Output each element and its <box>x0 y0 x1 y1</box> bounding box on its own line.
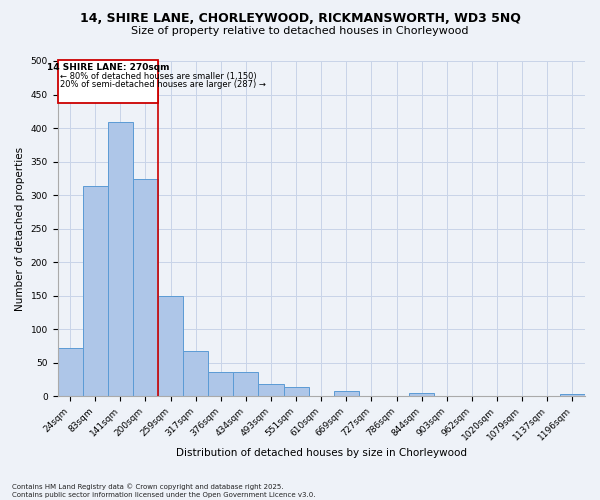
Bar <box>409 394 434 396</box>
Bar <box>133 179 158 396</box>
Bar <box>233 372 259 396</box>
Bar <box>183 350 208 396</box>
FancyBboxPatch shape <box>58 60 158 102</box>
Bar <box>58 348 83 396</box>
Bar <box>158 296 183 396</box>
Bar <box>108 122 133 396</box>
Text: 14 SHIRE LANE: 270sqm: 14 SHIRE LANE: 270sqm <box>47 63 169 72</box>
Text: Contains HM Land Registry data © Crown copyright and database right 2025.
Contai: Contains HM Land Registry data © Crown c… <box>12 484 316 498</box>
Text: 20% of semi-detached houses are larger (287) →: 20% of semi-detached houses are larger (… <box>59 80 265 89</box>
Text: 14, SHIRE LANE, CHORLEYWOOD, RICKMANSWORTH, WD3 5NQ: 14, SHIRE LANE, CHORLEYWOOD, RICKMANSWOR… <box>80 12 520 26</box>
X-axis label: Distribution of detached houses by size in Chorleywood: Distribution of detached houses by size … <box>176 448 467 458</box>
Y-axis label: Number of detached properties: Number of detached properties <box>15 146 25 310</box>
Text: Size of property relative to detached houses in Chorleywood: Size of property relative to detached ho… <box>131 26 469 36</box>
Bar <box>334 390 359 396</box>
Bar <box>560 394 585 396</box>
Text: ← 80% of detached houses are smaller (1,150): ← 80% of detached houses are smaller (1,… <box>59 72 256 80</box>
Bar <box>259 384 284 396</box>
Bar <box>284 388 309 396</box>
Bar <box>83 186 108 396</box>
Bar <box>208 372 233 396</box>
